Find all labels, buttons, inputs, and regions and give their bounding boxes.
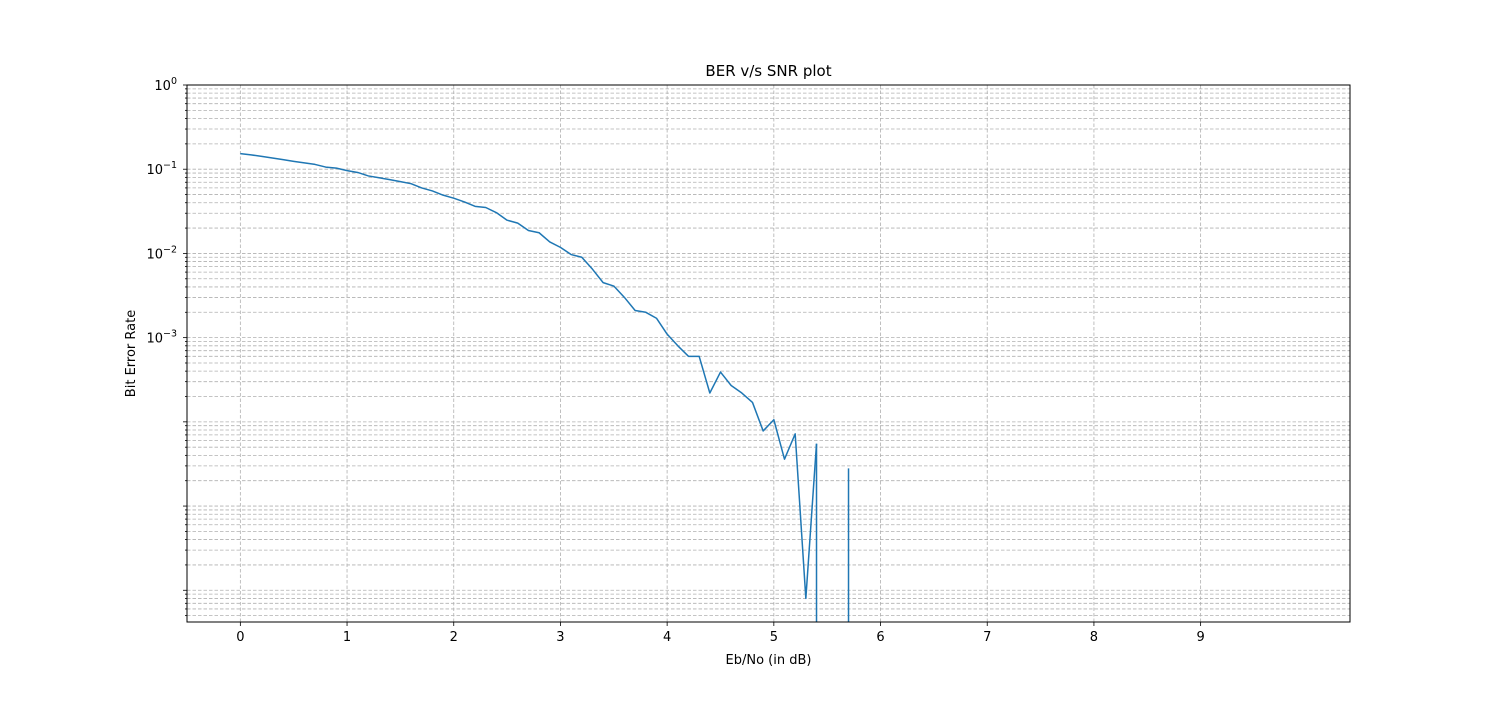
ber-series-line (240, 152, 818, 600)
x-tick-label: 0 (236, 630, 244, 645)
y-tick-label: 100 (154, 76, 177, 94)
x-axis-label: Eb/No (in dB) (726, 653, 812, 668)
x-tick-label: 7 (983, 630, 991, 645)
series-layer (240, 152, 850, 622)
y-tick-label: 10−1 (146, 160, 177, 178)
x-tick-label: 6 (876, 630, 884, 645)
x-tick-label: 2 (450, 630, 458, 645)
chart-title: BER v/s SNR plot (705, 62, 831, 80)
y-tick-label: 10−3 (146, 329, 177, 347)
y-axis-label: Bit Error Rate (124, 310, 139, 397)
x-tick-label: 1 (343, 630, 351, 645)
y-axis-ticks: 100 10−1 10−2 10−3 (146, 76, 187, 617)
x-tick-label: 3 (556, 630, 564, 645)
x-tick-label: 9 (1196, 630, 1204, 645)
x-tick-label: 8 (1090, 630, 1098, 645)
x-tick-label: 4 (663, 630, 671, 645)
x-axis-ticks: 0 1 2 3 4 5 6 7 8 9 (236, 622, 1205, 645)
y-tick-label: 10−2 (146, 244, 177, 262)
plot-frame (186, 84, 1351, 623)
x-tick-label: 5 (770, 630, 778, 645)
